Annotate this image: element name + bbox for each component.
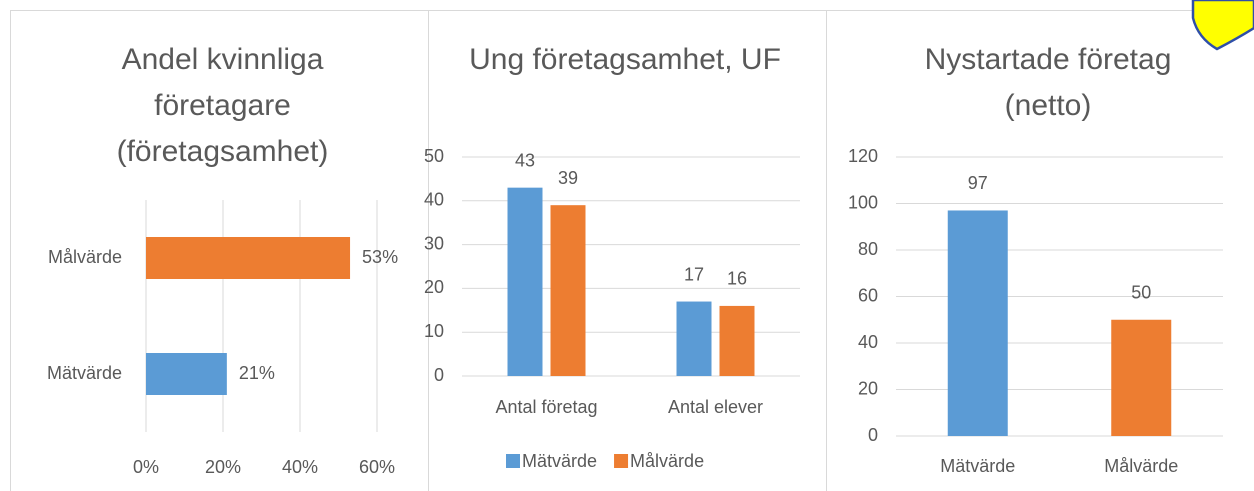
x-tick-label: 0%: [133, 457, 159, 477]
y-tick-label: 0: [434, 365, 444, 385]
y-tick-label: 50: [424, 146, 444, 166]
y-tick-label: 100: [848, 192, 878, 212]
y-tick-label: 30: [424, 233, 444, 253]
chart-title: Andel kvinnliga företagare (företagsamhe…: [116, 43, 329, 168]
bar: [507, 187, 543, 376]
legend-label: Målvärde: [630, 451, 704, 471]
bar: [947, 210, 1008, 436]
y-tick-label: Mätvärde: [47, 363, 122, 383]
y-tick-label: 20: [424, 277, 444, 297]
value-label: 97: [968, 173, 988, 193]
y-tick-label: 60: [858, 285, 878, 305]
y-tick-label: 40: [424, 190, 444, 210]
y-tick-label: 10: [424, 321, 444, 341]
value-label: 21%: [239, 363, 275, 383]
x-tick-label: 40%: [282, 457, 318, 477]
x-tick-label: 20%: [205, 457, 241, 477]
legend-swatch: [614, 454, 629, 468]
y-tick-label: 40: [858, 332, 878, 352]
y-tick-label: 20: [858, 378, 878, 398]
value-label: 43: [515, 150, 535, 170]
bar: [550, 205, 586, 376]
frame: [10, 10, 1254, 491]
y-tick-label: 80: [858, 239, 878, 259]
bar: [146, 237, 351, 279]
value-label: 50: [1131, 283, 1151, 303]
value-label: 17: [684, 264, 704, 284]
chart-title: Nystartade företag (netto): [924, 43, 1172, 122]
x-tick-label: Antal företag: [495, 397, 597, 417]
value-label: 16: [727, 269, 747, 289]
x-tick-label: Antal elever: [668, 397, 763, 417]
y-tick-label: 120: [848, 146, 878, 166]
x-tick-label: Målvärde: [1104, 456, 1178, 476]
y-tick-label: 0: [868, 425, 878, 445]
bar: [1111, 319, 1172, 436]
legend-label: Mätvärde: [522, 451, 597, 471]
bar: [676, 301, 712, 376]
y-tick-label: Målvärde: [48, 247, 122, 267]
x-tick-label: 60%: [359, 457, 395, 477]
legend-swatch: [506, 454, 520, 468]
value-label: 39: [558, 168, 578, 188]
badge: [1191, 0, 1254, 51]
chart-title: Ung företagsamhet, UF: [469, 43, 781, 76]
bar: [146, 353, 227, 395]
x-tick-label: Mätvärde: [940, 456, 1015, 476]
bar: [719, 305, 755, 376]
value-label: 53%: [362, 247, 398, 267]
